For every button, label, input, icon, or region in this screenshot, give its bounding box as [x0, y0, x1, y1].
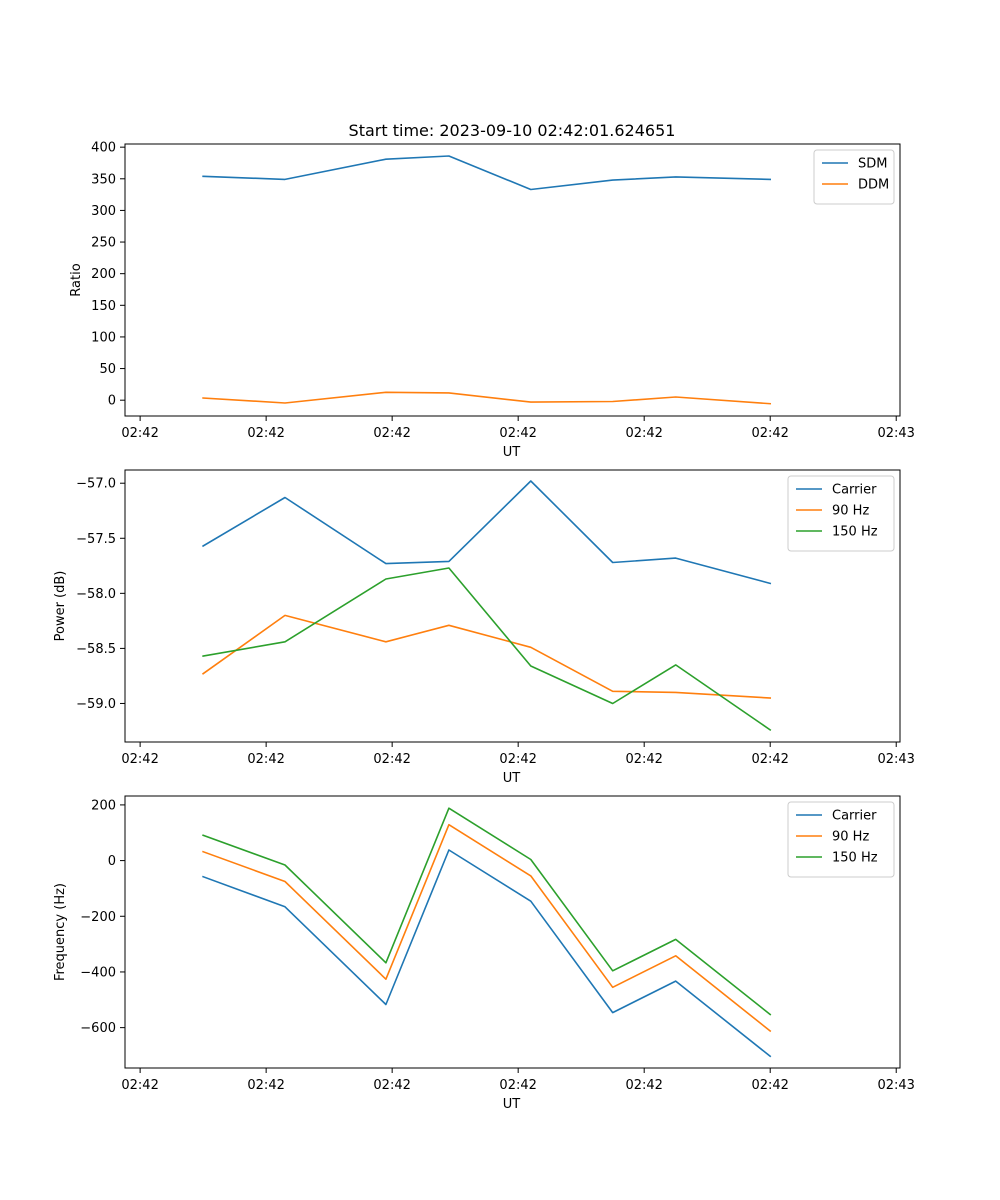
subplots: 02:42 02:42 02:42 02:42 02:42 02:42 02:43 0 50 10…	[53, 141, 915, 1112]
x-tick-label: 02:43	[877, 1078, 914, 1093]
x-tick-label: 02:42	[499, 752, 536, 767]
legend-label: DDM	[858, 178, 889, 193]
series-line-150-hz	[202, 567, 772, 732]
x-tick-label: 02:42	[625, 426, 662, 441]
figure-title: Start time: 2023-09-10 02:42:01.624651	[349, 121, 676, 140]
series-line-carrier	[202, 849, 772, 1058]
legend: Carrier 90 Hz 150 Hz	[787, 801, 895, 878]
y-tick-label: 250	[91, 236, 116, 251]
y-axis-label: Frequency (Hz)	[53, 883, 68, 981]
legend-label: SDM	[858, 157, 887, 172]
x-axis-label: UT	[503, 1097, 521, 1112]
y-tick-label: 100	[91, 330, 116, 345]
y-tick-label: 0	[108, 394, 116, 409]
x-tick-label: 02:42	[121, 1078, 158, 1093]
x-axis-label: UT	[503, 445, 521, 460]
series-line-sdm	[202, 155, 772, 191]
x-tick-label: 02:42	[751, 1078, 788, 1093]
plot-frame	[124, 469, 901, 743]
y-tick-label: −200	[80, 910, 116, 925]
series-line-90-hz	[202, 823, 772, 1033]
legend-label: 90 Hz	[832, 830, 869, 845]
y-tick-label: 150	[91, 299, 116, 314]
legend-label: 150 Hz	[832, 525, 878, 540]
legend-label: 150 Hz	[832, 851, 878, 866]
x-tick-label: 02:42	[247, 752, 284, 767]
y-tick-label: 200	[91, 798, 116, 813]
x-tick-label: 02:42	[499, 426, 536, 441]
x-tick-label: 02:42	[751, 426, 788, 441]
x-tick-label: 02:42	[247, 1078, 284, 1093]
x-tick-label: 02:43	[877, 752, 914, 767]
x-tick-label: 02:43	[877, 426, 914, 441]
y-tick-label: 350	[91, 172, 116, 187]
series-line-90-hz	[201, 614, 772, 699]
y-tick-label: −57.5	[76, 532, 116, 547]
legend-label: Carrier	[832, 809, 877, 824]
legend: Carrier 90 Hz 150 Hz	[787, 475, 895, 552]
x-tick-label: 02:42	[373, 752, 410, 767]
legend-frame	[787, 475, 895, 552]
y-tick-label: 200	[91, 267, 116, 282]
y-tick-label: −57.0	[76, 477, 116, 492]
y-axis-label: Ratio	[69, 263, 84, 296]
x-tick-label: 02:42	[499, 1078, 536, 1093]
x-tick-label: 02:42	[121, 752, 158, 767]
y-tick-label: −59.0	[76, 697, 116, 712]
plot-frame	[124, 143, 901, 417]
x-tick-label: 02:42	[121, 426, 158, 441]
legend: SDM DDM	[813, 149, 895, 205]
y-tick-label: 50	[99, 362, 116, 377]
x-tick-label: 02:42	[373, 1078, 410, 1093]
series-line-150-hz	[202, 807, 772, 1016]
y-tick-label: −600	[80, 1021, 116, 1036]
legend-frame	[787, 801, 895, 878]
y-tick-label: −400	[80, 965, 116, 980]
y-axis-label: Power (dB)	[53, 571, 68, 642]
y-tick-label: 0	[108, 854, 116, 869]
y-tick-label: 300	[91, 204, 116, 219]
subplot-2: 02:42 02:42 02:42 02:42 02:42 02:42 02:43 −59.0…	[53, 469, 915, 786]
legend-label: 90 Hz	[832, 504, 869, 519]
series-line-carrier	[202, 480, 772, 585]
plot-frame	[124, 795, 901, 1069]
y-tick-label: −58.5	[76, 642, 116, 657]
x-tick-label: 02:42	[625, 752, 662, 767]
x-tick-label: 02:42	[247, 426, 284, 441]
y-tick-label: −58.0	[76, 587, 116, 602]
subplot-1: 02:42 02:42 02:42 02:42 02:42 02:42 02:43 0 50 10…	[69, 141, 915, 460]
x-tick-label: 02:42	[751, 752, 788, 767]
legend-label: Carrier	[832, 483, 877, 498]
subplot-3: 02:42 02:42 02:42 02:42 02:42 02:42 02:43 −600 −…	[53, 795, 915, 1112]
x-axis-label: UT	[503, 771, 521, 786]
x-tick-label: 02:42	[625, 1078, 662, 1093]
x-tick-label: 02:42	[373, 426, 410, 441]
series-line-ddm	[202, 391, 772, 405]
y-tick-label: 400	[91, 141, 116, 156]
